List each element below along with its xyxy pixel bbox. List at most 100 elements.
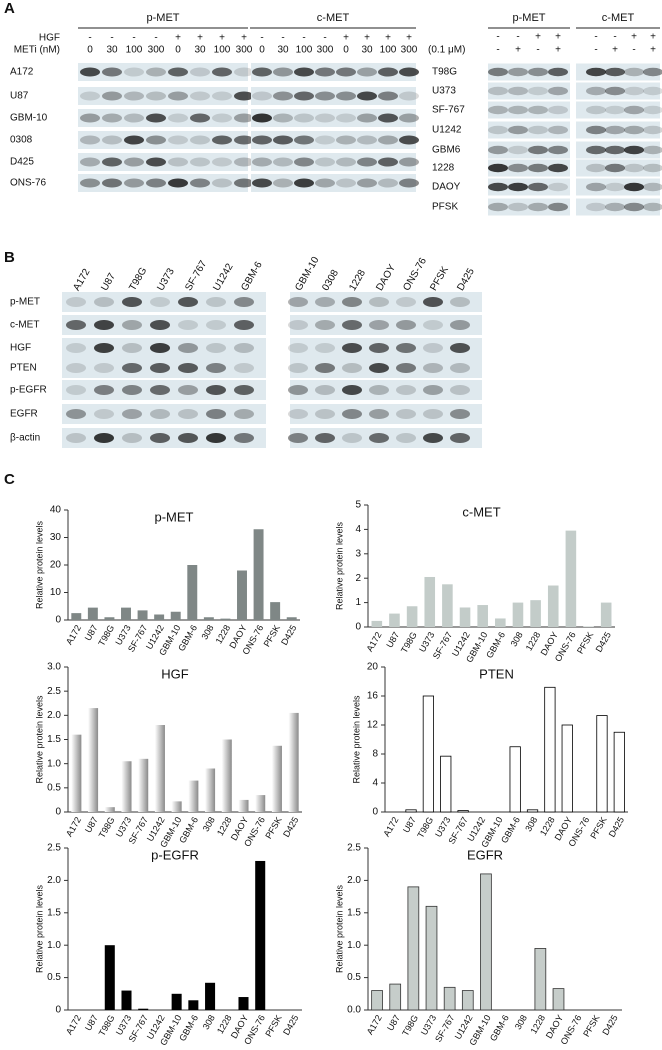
bar bbox=[544, 686, 556, 813]
y-tick-label: 2.0 bbox=[347, 875, 361, 886]
blot-band bbox=[206, 409, 226, 419]
blot-band bbox=[124, 157, 144, 167]
bar bbox=[530, 600, 541, 627]
bar bbox=[87, 607, 98, 620]
blot-band bbox=[124, 67, 144, 77]
blot-strip bbox=[576, 121, 660, 139]
y-tick-label: 1 bbox=[355, 597, 361, 608]
blot-band bbox=[586, 105, 606, 115]
blot-band bbox=[528, 182, 548, 192]
blot-band bbox=[273, 157, 293, 167]
blot-band bbox=[396, 433, 416, 443]
blot-band bbox=[357, 113, 377, 123]
bar bbox=[121, 990, 132, 1010]
blot-band bbox=[102, 113, 122, 123]
blot-band bbox=[399, 113, 419, 123]
x-tick-label: PFSK bbox=[575, 630, 595, 655]
blot-band bbox=[252, 91, 272, 101]
blot-band bbox=[528, 125, 548, 135]
blot-band bbox=[122, 363, 142, 373]
blot-band bbox=[342, 409, 362, 419]
lane-label: PFSK bbox=[428, 264, 451, 292]
bar bbox=[495, 618, 506, 627]
blot-band bbox=[252, 178, 272, 188]
blot-band bbox=[605, 163, 625, 173]
blot-band bbox=[234, 297, 254, 307]
blot-band bbox=[146, 157, 166, 167]
bar bbox=[170, 611, 181, 620]
lane-label: U1242 bbox=[211, 261, 235, 292]
blot-band bbox=[369, 363, 389, 373]
bar bbox=[187, 565, 198, 620]
blot-band bbox=[624, 202, 644, 212]
blot-band bbox=[488, 125, 508, 135]
row-label: SF-767 bbox=[432, 105, 465, 116]
blot-band bbox=[234, 343, 254, 353]
blot-band bbox=[234, 135, 254, 145]
hgf-sign: - bbox=[88, 33, 91, 44]
row-label: p-MET bbox=[10, 297, 40, 308]
blot-band bbox=[548, 182, 568, 192]
x-tick-label: D425 bbox=[594, 630, 613, 654]
blot-band bbox=[378, 67, 398, 77]
x-tick-label: U87 bbox=[385, 1013, 402, 1032]
x-tick-label: T98G bbox=[399, 630, 419, 654]
blot-band bbox=[94, 297, 114, 307]
y-tick-label: 5 bbox=[355, 500, 361, 511]
chart-title: p-MET bbox=[155, 509, 194, 524]
blot-band bbox=[336, 113, 356, 123]
meti-sign: - bbox=[632, 45, 635, 56]
meti-sign: + bbox=[650, 45, 656, 56]
x-tick-label: PFSK bbox=[588, 815, 608, 840]
meti-dose: 30 bbox=[277, 45, 289, 56]
bar bbox=[238, 799, 249, 812]
blot-band bbox=[605, 67, 625, 77]
bar bbox=[552, 988, 565, 1011]
row-label: PTEN bbox=[10, 363, 37, 374]
hgf-sign: + bbox=[241, 33, 247, 44]
blot-band bbox=[124, 178, 144, 188]
bar bbox=[407, 886, 420, 1011]
blot-band bbox=[178, 297, 198, 307]
x-tick-label: T98G bbox=[96, 623, 116, 647]
blot-band bbox=[605, 86, 625, 96]
blot-band bbox=[146, 135, 166, 145]
x-tick-label: A172 bbox=[64, 623, 83, 646]
group-header: c-MET bbox=[317, 12, 350, 24]
y-tick-label: 2.5 bbox=[347, 843, 361, 854]
bar bbox=[389, 613, 400, 627]
blot-band bbox=[369, 385, 389, 395]
x-tick-label: A172 bbox=[381, 815, 400, 838]
bar bbox=[371, 620, 383, 627]
blot-band bbox=[146, 113, 166, 123]
blot-band bbox=[508, 163, 528, 173]
blot-band bbox=[294, 178, 314, 188]
blot-band bbox=[80, 113, 100, 123]
y-axis-label: Relative protein levels bbox=[351, 695, 361, 784]
blot-band bbox=[423, 363, 443, 373]
row-label: U87 bbox=[10, 91, 29, 102]
bar bbox=[255, 860, 266, 1010]
blot-band bbox=[66, 320, 86, 330]
bar bbox=[425, 905, 438, 1011]
blot-band bbox=[94, 363, 114, 373]
blot-band bbox=[146, 91, 166, 101]
hgf-sign: + bbox=[175, 33, 181, 44]
bar bbox=[440, 755, 452, 813]
blot-strip bbox=[290, 315, 482, 335]
row-label: 1228 bbox=[432, 163, 455, 174]
meti-dose: 300 bbox=[317, 45, 334, 56]
blot-band bbox=[150, 297, 170, 307]
blot-band bbox=[396, 297, 416, 307]
x-tick-label: A172 bbox=[64, 815, 83, 838]
blot-band bbox=[234, 320, 254, 330]
x-tick-label: U87 bbox=[384, 630, 401, 649]
blot-band bbox=[315, 91, 335, 101]
blot-band bbox=[150, 343, 170, 353]
lane-label: D425 bbox=[455, 266, 477, 293]
row-header: HGF bbox=[39, 33, 60, 44]
blot-band bbox=[168, 157, 188, 167]
bar bbox=[171, 993, 182, 1010]
row-label: U1242 bbox=[432, 125, 462, 136]
blot-band bbox=[315, 178, 335, 188]
